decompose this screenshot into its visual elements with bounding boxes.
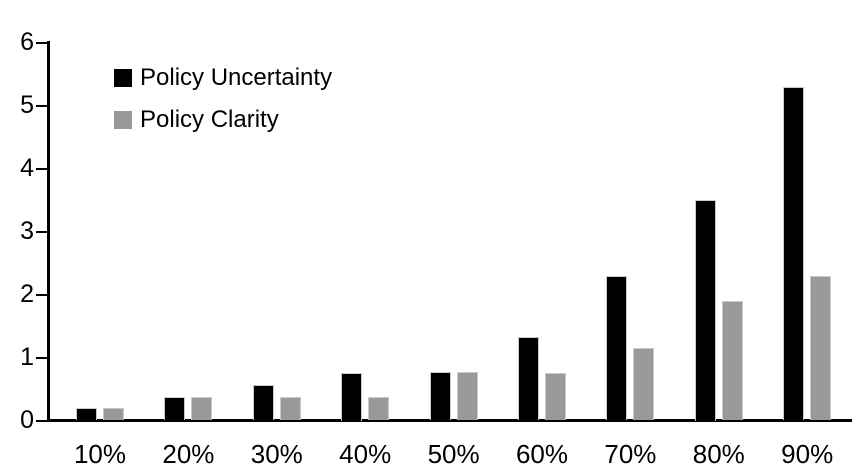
bar-policy-uncertainty-60%	[518, 336, 539, 421]
y-axis-label: 6	[20, 27, 34, 56]
legend-swatch-policy-uncertainty-icon	[114, 69, 132, 87]
bar-policy-clarity-60%	[545, 372, 566, 421]
bar-policy-uncertainty-40%	[341, 373, 363, 421]
chart-legend: Policy Uncertainty Policy Clarity	[114, 64, 332, 133]
x-axis-label: 80%	[692, 439, 745, 469]
bar-policy-clarity-80%	[721, 300, 743, 421]
x-axis-label: 60%	[515, 439, 569, 469]
bar-policy-uncertainty-80%	[694, 200, 716, 421]
bar-policy-uncertainty-30%	[252, 385, 274, 421]
y-axis-line	[47, 41, 50, 422]
legend-label-policy-uncertainty: Policy Uncertainty	[140, 64, 333, 91]
bar-policy-uncertainty-10%	[76, 407, 97, 421]
y-axis-label: 2	[20, 279, 34, 308]
y-axis-tick	[36, 167, 48, 170]
y-axis-label: 4	[20, 153, 34, 182]
x-axis-label: 40%	[339, 439, 392, 469]
y-axis-tick	[36, 293, 48, 296]
bar-policy-uncertainty-90%	[783, 86, 805, 421]
x-axis-label: 10%	[73, 439, 127, 469]
y-axis-label: 0	[20, 405, 34, 434]
y-axis-tick	[36, 356, 48, 359]
legend-item-policy-uncertainty: Policy Uncertainty	[114, 64, 332, 91]
x-axis-label: 70%	[604, 439, 657, 469]
bar-policy-clarity-40%	[368, 396, 390, 421]
y-axis-tick	[36, 419, 48, 422]
bar-policy-clarity-70%	[633, 348, 655, 421]
bar-policy-clarity-30%	[279, 396, 301, 421]
x-axis-label: 20%	[162, 439, 215, 469]
legend-swatch-policy-clarity-icon	[114, 111, 132, 129]
y-axis-tick	[36, 104, 48, 107]
bar-policy-clarity-10%	[103, 407, 124, 421]
legend-item-policy-clarity: Policy Clarity	[114, 106, 332, 133]
legend-label-policy-clarity: Policy Clarity	[140, 106, 279, 133]
bar-policy-clarity-90%	[810, 275, 832, 421]
x-axis-line	[47, 419, 852, 422]
x-axis-label: 90%	[781, 439, 834, 469]
y-axis-tick	[36, 230, 48, 233]
y-axis-label: 1	[20, 342, 34, 371]
bar-policy-uncertainty-20%	[164, 396, 186, 421]
bar-policy-uncertainty-50%	[429, 371, 451, 421]
y-axis-label: 3	[20, 216, 34, 245]
x-axis-label: 50%	[427, 439, 480, 469]
bar-policy-clarity-50%	[456, 371, 478, 421]
x-axis-label: 30%	[250, 439, 303, 469]
bar-policy-clarity-20%	[191, 396, 213, 421]
y-axis-label: 5	[20, 90, 34, 119]
y-axis-tick	[36, 41, 48, 44]
bar-policy-uncertainty-70%	[606, 275, 628, 421]
